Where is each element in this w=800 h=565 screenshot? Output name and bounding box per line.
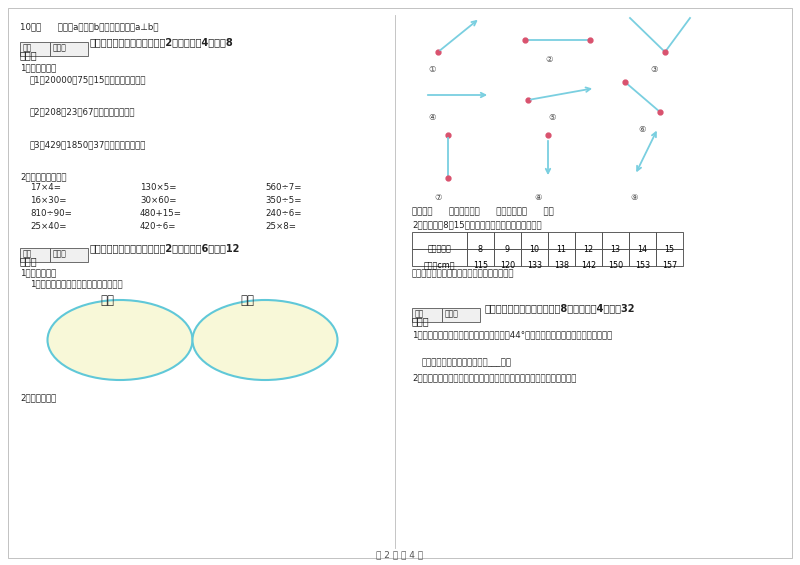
Text: ⑥: ⑥ — [638, 125, 646, 134]
Bar — [442, 308, 480, 322]
Text: ⑤: ⑤ — [548, 113, 555, 122]
Text: ⑧: ⑧ — [534, 193, 542, 202]
Text: 评卷人: 评卷人 — [53, 249, 67, 258]
Text: 1．列式计算。: 1．列式计算。 — [20, 63, 56, 72]
Text: 25×8=: 25×8= — [265, 222, 296, 231]
Text: （2）208乘23与67的和，积是多少？: （2）208乘23与67的和，积是多少？ — [30, 107, 135, 116]
Text: 10．（      ）直线a与直线b互相垂直，记作a⊥b。: 10．（ ）直线a与直线b互相垂直，记作a⊥b。 — [20, 22, 158, 31]
Bar — [467, 249, 494, 266]
Text: 2．小明发烧了，要赶快吃药休息。最少需要多长时间才能吃完药休息？: 2．小明发烧了，要赶快吃药休息。最少需要多长时间才能吃完药休息？ — [412, 373, 576, 382]
Text: 年龄（岁）: 年龄（岁） — [428, 245, 451, 254]
Text: 评卷人: 评卷人 — [445, 309, 459, 318]
Bar — [50, 42, 88, 56]
Text: 150: 150 — [608, 262, 623, 271]
Bar — [412, 249, 467, 266]
Bar — [521, 232, 548, 249]
Bar — [467, 232, 494, 249]
Text: 130×5=: 130×5= — [140, 183, 177, 192]
Text: 分）。: 分）。 — [20, 256, 38, 266]
Bar — [548, 249, 575, 266]
Text: 9: 9 — [505, 245, 510, 254]
Text: 锐角: 锐角 — [100, 294, 114, 307]
Text: ⑦: ⑦ — [434, 193, 442, 202]
Text: 10: 10 — [530, 245, 539, 254]
Bar — [602, 249, 629, 266]
Text: 身高（cm）: 身高（cm） — [424, 262, 455, 271]
Text: 25×40=: 25×40= — [30, 222, 66, 231]
Text: 142: 142 — [581, 262, 596, 271]
Bar — [629, 249, 656, 266]
Ellipse shape — [47, 300, 193, 380]
Text: ④: ④ — [428, 113, 435, 122]
Text: 30×60=: 30×60= — [140, 196, 177, 205]
Bar — [602, 232, 629, 249]
Text: 分）。: 分）。 — [412, 316, 430, 326]
Text: 鸝角: 鸝角 — [240, 294, 254, 307]
Bar — [656, 232, 683, 249]
Text: 根据上面的统计表，完成下面的折线统计图。: 根据上面的统计表，完成下面的折线统计图。 — [412, 269, 514, 278]
Text: 480+15=: 480+15= — [140, 209, 182, 218]
Text: 115: 115 — [473, 262, 488, 271]
Bar — [50, 248, 88, 262]
Text: ③: ③ — [650, 65, 658, 74]
Bar — [548, 232, 575, 249]
Text: 13: 13 — [610, 245, 621, 254]
Text: 2．小美在外8到15岁每年的生日测得的身高如下表。: 2．小美在外8到15岁每年的生日测得的身高如下表。 — [412, 220, 542, 229]
Text: 1．把下面的各角度数填入相应的圆里。: 1．把下面的各角度数填入相应的圆里。 — [30, 279, 122, 288]
Text: 15: 15 — [665, 245, 674, 254]
Bar — [494, 249, 521, 266]
Text: 138: 138 — [554, 262, 569, 271]
Bar — [521, 249, 548, 266]
Text: 五、认真思考，综合能力（共2小题，每邘6分，共12: 五、认真思考，综合能力（共2小题，每邘6分，共12 — [90, 243, 240, 253]
Text: ⑨: ⑨ — [630, 193, 638, 202]
Bar — [20, 248, 50, 262]
Text: 1．在一个等腰三角形中，其中一个底角是44°，则这个等腰三角形的顶角是多少度？: 1．在一个等腰三角形中，其中一个底角是44°，则这个等腰三角形的顶角是多少度？ — [412, 330, 612, 339]
Text: 2．看图填空。: 2．看图填空。 — [20, 393, 56, 402]
Text: （3）429加1850与37的商，和是多少？: （3）429加1850与37的商，和是多少？ — [30, 140, 146, 149]
Text: 8: 8 — [478, 245, 483, 254]
Text: 第 2 页 共 4 页: 第 2 页 共 4 页 — [377, 550, 423, 559]
Bar — [20, 42, 50, 56]
Text: 四、看清题目，细心计算（共2小题，每邘4分，共8: 四、看清题目，细心计算（共2小题，每邘4分，共8 — [90, 37, 234, 47]
Bar — [412, 232, 467, 249]
Text: 分）。: 分）。 — [20, 50, 38, 60]
Text: 350÷5=: 350÷5= — [265, 196, 302, 205]
Text: 560÷7=: 560÷7= — [265, 183, 302, 192]
Text: 12: 12 — [583, 245, 594, 254]
Text: 答：这个等腰三角形的顶角是___度。: 答：这个等腰三角形的顶角是___度。 — [422, 358, 512, 367]
Text: 120: 120 — [500, 262, 515, 271]
Bar — [494, 232, 521, 249]
Ellipse shape — [193, 300, 338, 380]
Text: ①: ① — [428, 65, 435, 74]
Text: 153: 153 — [635, 262, 650, 271]
Text: 得分: 得分 — [23, 43, 32, 52]
Text: （1）20000减75乘15的积，差是多少？: （1）20000减75乘15的积，差是多少？ — [30, 75, 146, 84]
Text: 420÷6=: 420÷6= — [140, 222, 177, 231]
Text: 直线有（      ），射线有（      ），线段有（      ）。: 直线有（ ），射线有（ ），线段有（ ）。 — [412, 207, 554, 216]
Bar — [575, 232, 602, 249]
Text: 11: 11 — [557, 245, 566, 254]
Text: 810÷90=: 810÷90= — [30, 209, 72, 218]
Bar — [629, 232, 656, 249]
Text: 1．综合训练。: 1．综合训练。 — [20, 268, 56, 277]
Text: 14: 14 — [638, 245, 647, 254]
Text: 得分: 得分 — [415, 309, 424, 318]
Text: 157: 157 — [662, 262, 677, 271]
Bar — [575, 249, 602, 266]
Text: 240÷6=: 240÷6= — [265, 209, 302, 218]
Text: 133: 133 — [527, 262, 542, 271]
Bar — [656, 249, 683, 266]
Text: ②: ② — [545, 55, 553, 64]
Text: 六、应用知识，解决问题（共8小题，每邘4分，共32: 六、应用知识，解决问题（共8小题，每邘4分，共32 — [485, 303, 635, 313]
Text: 2．直接写出得数。: 2．直接写出得数。 — [20, 172, 66, 181]
Text: 16×30=: 16×30= — [30, 196, 66, 205]
Bar — [412, 308, 442, 322]
Text: 得分: 得分 — [23, 249, 32, 258]
Text: 17×4=: 17×4= — [30, 183, 61, 192]
Text: 评卷人: 评卷人 — [53, 43, 67, 52]
